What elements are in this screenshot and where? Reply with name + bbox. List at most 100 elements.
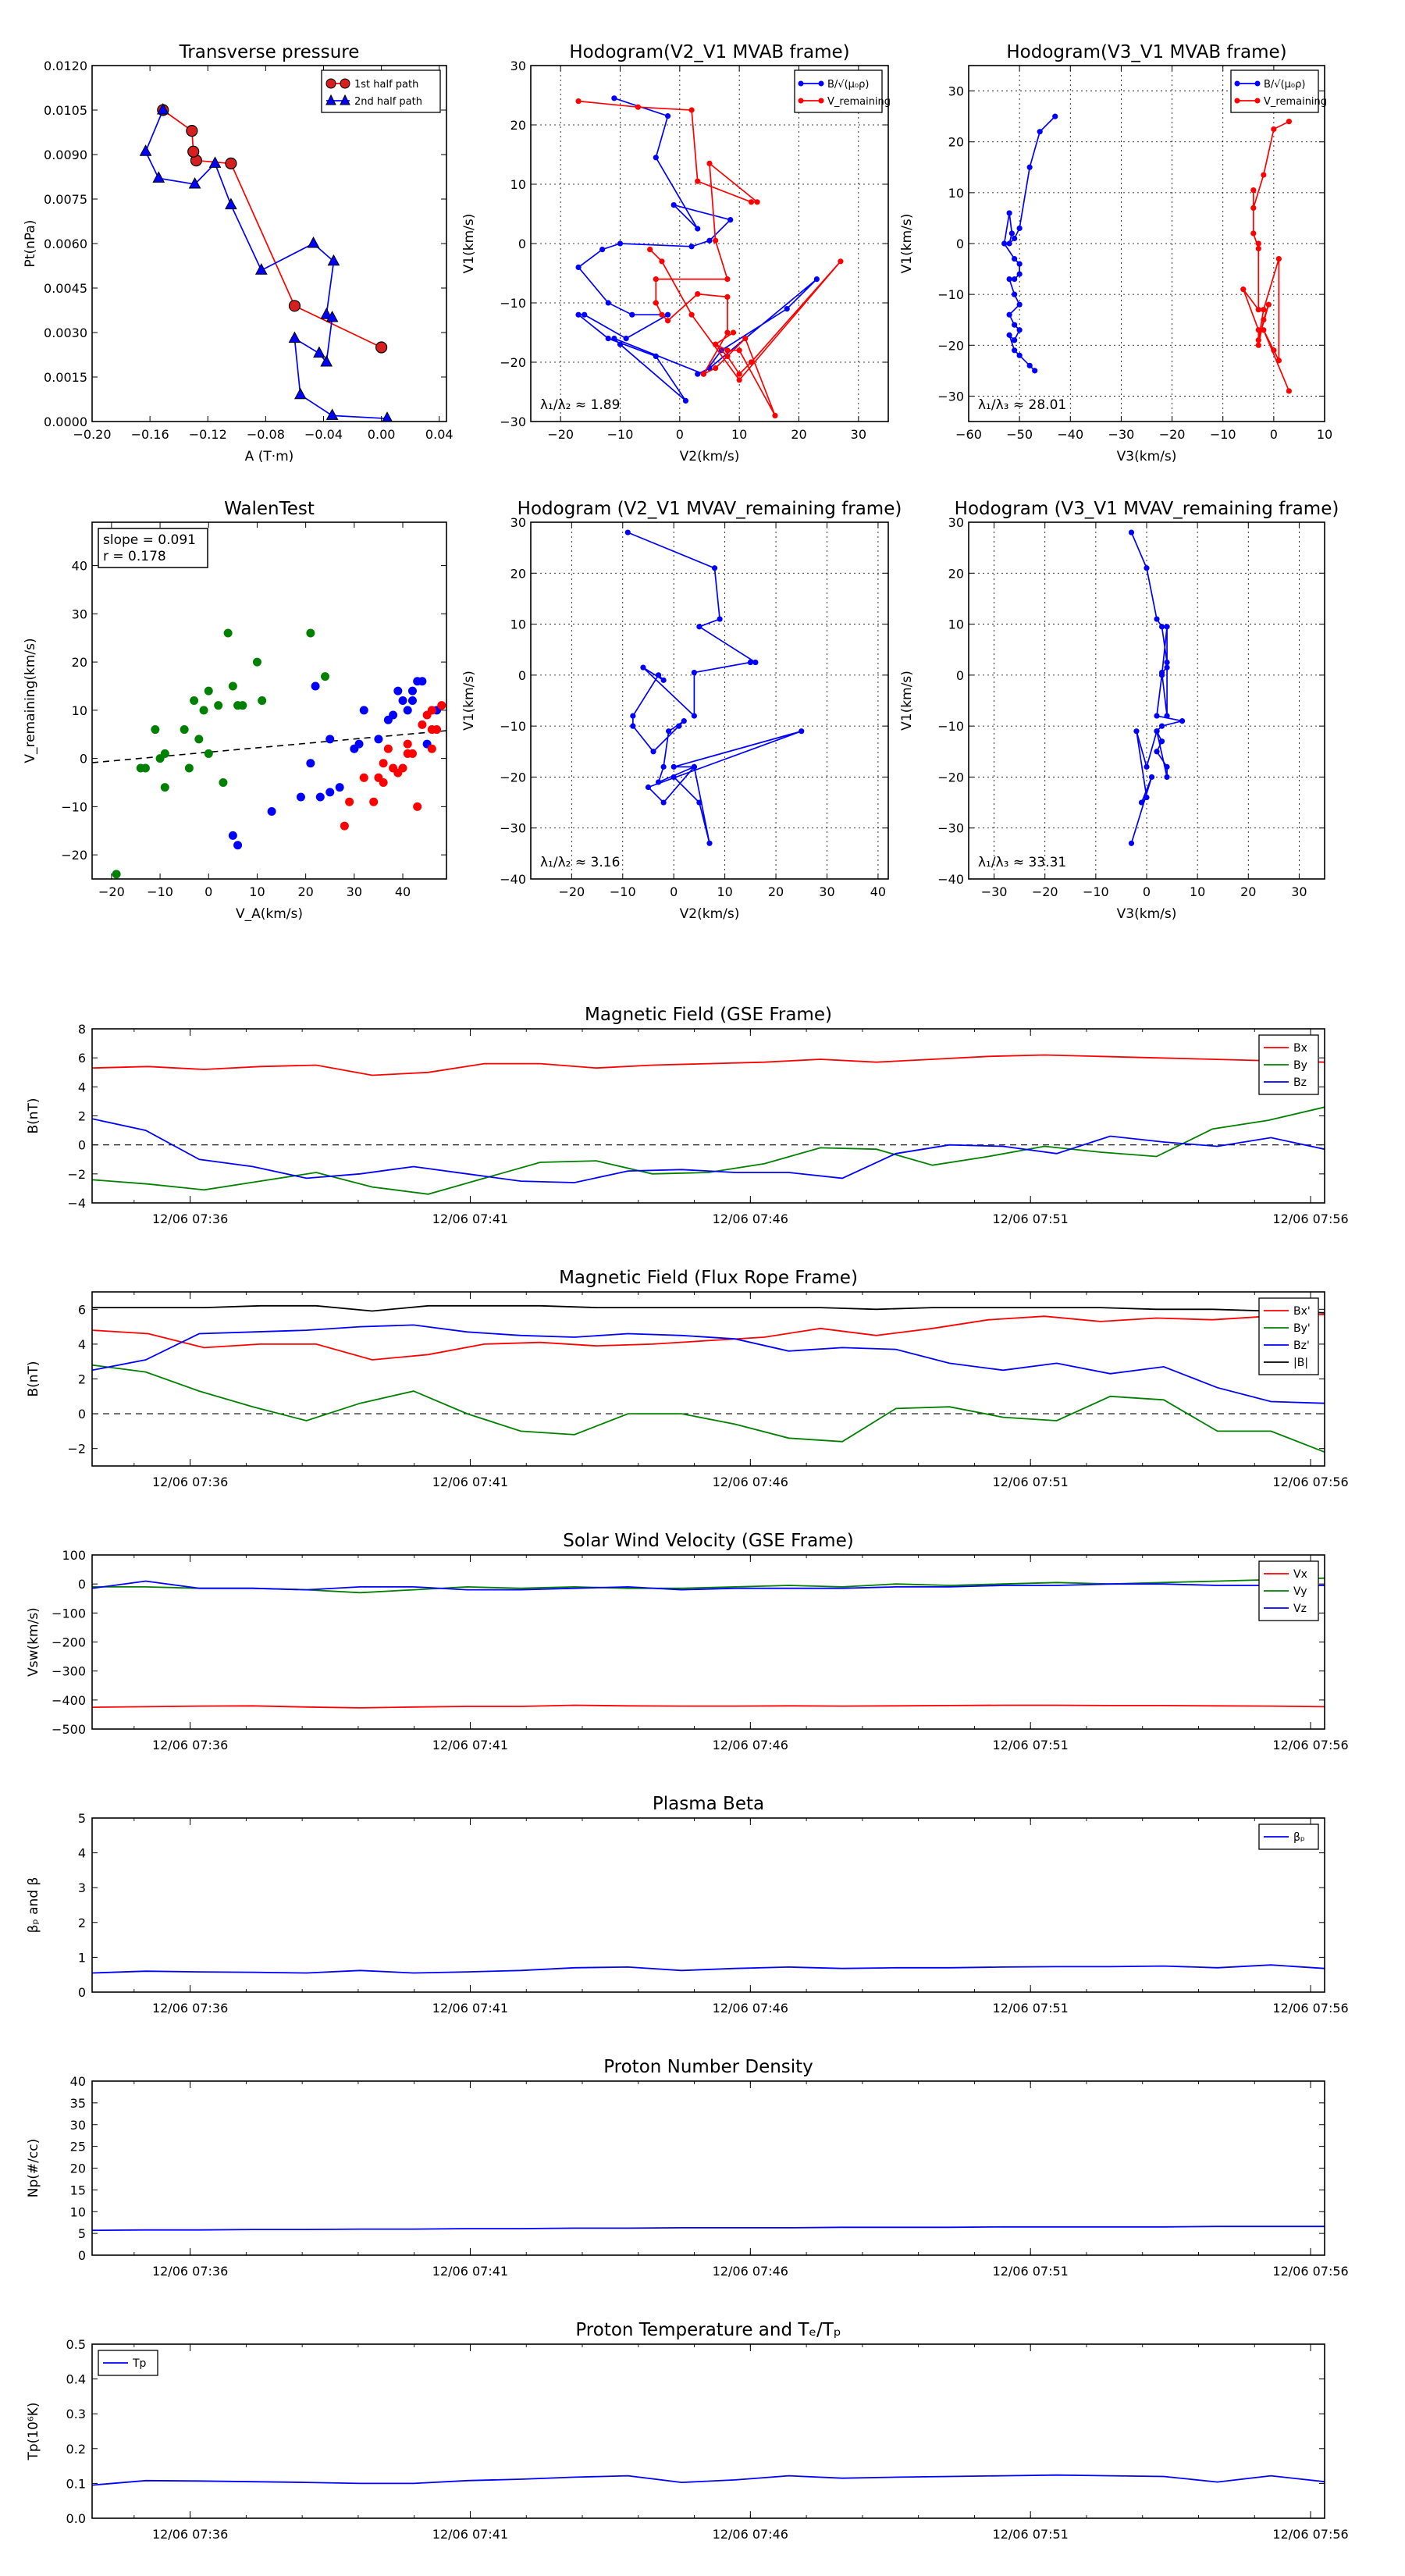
chart-h4: −30 −20 −10 0 10 20 30−40−30−20−100102030Hodog… [899,499,1339,922]
data-point [1026,164,1033,170]
time-tick-label: 12/06 07:46 [713,2264,788,2279]
data-point [696,624,702,630]
data-point [199,706,208,715]
y-tick-label: −2 [67,1442,86,1457]
data-point [695,371,701,377]
legend-label: Bz' [1293,1340,1310,1352]
time-tick-label: 12/06 07:56 [1272,1212,1348,1226]
data-point [617,240,624,247]
data-point [695,178,701,184]
series-line-βₚ [92,1964,1325,1974]
data-point [359,773,368,782]
y-tick-label: 0.0000 [44,415,87,429]
data-point [204,686,213,696]
data-point [369,797,379,806]
data-point [437,701,446,710]
y-tick-label: 20 [948,135,964,150]
legend-marker [798,80,804,87]
data-point [214,701,223,710]
data-point [325,310,339,322]
data-point [623,336,629,342]
time-tick-label: 12/06 07:51 [993,2001,1069,2016]
data-point [711,565,718,571]
series-line-By' [92,1364,1325,1453]
axes-frame [91,1291,1325,1467]
data-point [354,739,364,749]
series-line-Vy [92,1577,1325,1594]
data-point [1052,113,1058,119]
chart-title: Plasma Beta [653,1794,764,1814]
data-point [582,311,588,318]
data-point [1261,317,1267,323]
y-tick-label: 30 [70,2118,86,2133]
data-point [407,749,417,758]
data-point [1016,327,1023,333]
y-tick-label: 2 [78,1916,86,1930]
data-point [252,657,261,667]
data-point [688,311,695,318]
data-point [653,155,659,161]
legend: B/√(μ₀ρ) V_remaining [1230,69,1327,113]
data-point [736,371,742,377]
time-tick-label: 12/06 07:41 [432,2527,508,2542]
chart-title: Hodogram (V2_V1 MVAV_remaining frame) [518,499,902,519]
y-tick-label: 30 [948,515,964,530]
time-tick-label: 12/06 07:51 [993,1738,1069,1752]
series-line-0 [576,97,817,402]
data-point [1261,307,1267,313]
legend-marker [1254,80,1261,87]
data-point [258,696,267,705]
plot-area [1128,529,1186,846]
chart-tp: −0.20 −0.16 −0.12 −0.08 −0.04 0.00 0.04 0.0000 0… [23,42,454,464]
data-point [225,197,237,210]
data-point [838,258,844,265]
data-point [1271,347,1277,354]
legend: B/√(μ₀ρ) V_remaining [794,69,891,113]
data-point [653,276,659,283]
data-point [313,346,325,358]
data-point [640,664,646,671]
data-point [1250,205,1257,211]
x-tick-label: −20 [1032,884,1058,899]
data-point [139,144,152,156]
data-point [204,749,213,758]
data-point [624,529,631,535]
data-point [1261,327,1267,333]
data-point [724,294,731,300]
x-tick-label: 0 [1270,427,1278,442]
data-point [630,723,636,729]
y-tick-label: 5 [78,2226,86,2241]
x-tick-label: 0 [670,884,678,899]
chart-title: Solar Wind Velocity (GSE Frame) [563,1531,853,1551]
data-point [1138,799,1145,806]
time-tick-label: 12/06 07:36 [152,2001,228,2016]
series-line-0 [162,109,382,348]
y-tick-label: −20 [61,848,87,863]
y-tick-label: 6 [78,1051,86,1066]
legend-box [794,69,883,113]
legend: Bx' By' Bz' |B| [1258,1297,1319,1375]
legend-marker [798,98,804,104]
y-tick-label: −20 [500,770,526,785]
data-point [1250,230,1257,237]
chart-h3: −20 −10 0 10 20 30 40−40−30−20−100102030Hodogr… [461,499,902,922]
legend-marker [1234,98,1240,104]
data-point [575,264,582,270]
legend-marker [1234,80,1240,87]
data-point [611,336,617,342]
data-point [219,777,228,787]
x-tick-label: −20 [98,884,125,899]
data-point [660,799,667,806]
y-tick-label: −30 [500,821,526,836]
data-point [427,706,436,715]
correlation-label: r = 0.178 [103,549,166,564]
time-tick-label: 12/06 07:56 [1272,2527,1348,2542]
chart-title: Magnetic Field (GSE Frame) [585,1005,832,1025]
data-point [151,725,160,735]
plot-area [92,2474,1325,2486]
y-tick-label: 100 [62,1548,86,1563]
x-tick-label: −0.12 [189,427,227,442]
y-tick-label: −400 [52,1693,86,1708]
data-point [403,739,412,749]
y-tick-label: 0.0030 [44,326,87,340]
